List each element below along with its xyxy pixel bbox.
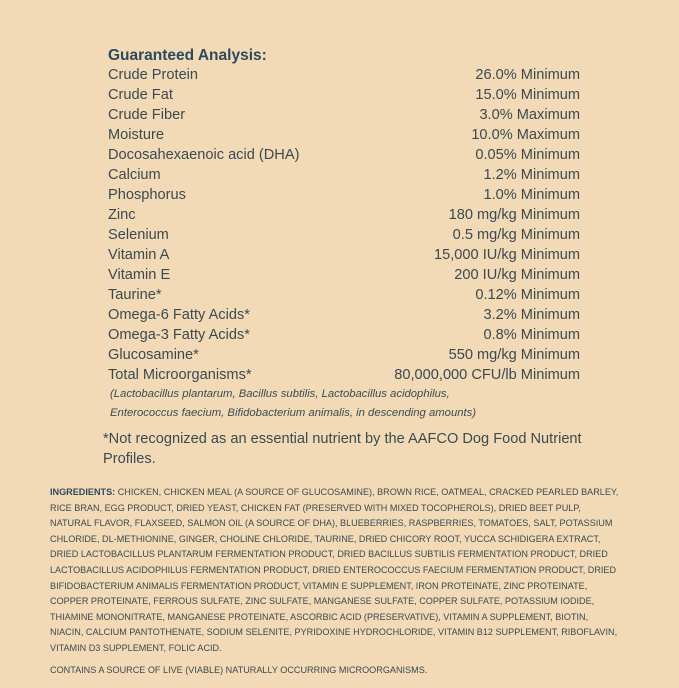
analysis-row: Total Microorganisms* 80,000,000 CFU/lb M…: [108, 365, 580, 385]
nutrient-value: 0.8% Minimum: [483, 327, 580, 343]
analysis-row: Calcium 1.2% Minimum: [108, 165, 580, 185]
nutrient-value: 0.5 mg/kg Minimum: [452, 227, 580, 243]
nutrient-value: 3.2% Minimum: [483, 307, 580, 323]
nutrient-value: 10.0% Maximum: [471, 127, 580, 143]
live-microorganisms-statement: CONTAINS A SOURCE OF LIVE (VIABLE) NATUR…: [50, 664, 428, 675]
analysis-row: Phosphorus 1.0% Minimum: [108, 185, 580, 205]
ingredients-text: CHICKEN, CHICKEN MEAL (A SOURCE OF GLUCO…: [50, 487, 619, 653]
analysis-row: Zinc 180 mg/kg Minimum: [108, 205, 580, 225]
nutrient-name: Omega-6 Fatty Acids*: [108, 307, 250, 323]
guaranteed-analysis-title: Guaranteed Analysis:: [108, 47, 267, 64]
nutrient-name: Crude Fiber: [108, 107, 186, 123]
nutrient-value: 180 mg/kg Minimum: [448, 207, 580, 223]
analysis-row: Taurine* 0.12% Minimum: [108, 285, 580, 305]
analysis-row: Docosahexaenoic acid (DHA) 0.05% Minimum: [108, 145, 580, 165]
nutrient-name: Crude Fat: [108, 87, 173, 103]
nutrient-value: 1.2% Minimum: [483, 167, 580, 183]
nutrient-value: 15,000 IU/kg Minimum: [434, 247, 580, 263]
nutrient-name: Vitamin A: [108, 247, 170, 263]
guaranteed-analysis: Guaranteed Analysis: Crude Protein 26.0% …: [108, 45, 580, 423]
nutrient-name: Total Microorganisms*: [108, 367, 252, 383]
analysis-row: Crude Fiber 3.0% Maximum: [108, 105, 580, 125]
nutrient-name: Calcium: [108, 167, 161, 183]
nutrient-value: 80,000,000 CFU/lb Minimum: [394, 367, 580, 383]
nutrient-name: Moisture: [108, 127, 164, 143]
nutrient-name: Docosahexaenoic acid (DHA): [108, 147, 300, 163]
analysis-row: Glucosamine* 550 mg/kg Minimum: [108, 345, 580, 365]
analysis-row: Vitamin A 15,000 IU/kg Minimum: [108, 245, 580, 265]
nutrient-value: 3.0% Maximum: [479, 107, 580, 123]
nutrient-name: Phosphorus: [108, 187, 186, 203]
nutrient-name: Crude Protein: [108, 67, 199, 83]
nutrient-value: 26.0% Minimum: [475, 67, 580, 83]
nutrient-name: Selenium: [108, 227, 169, 243]
nutrient-value: 0.12% Minimum: [475, 287, 580, 303]
analysis-row: Vitamin E 200 IU/kg Minimum: [108, 265, 580, 285]
ingredients: INGREDIENTS: CHICKEN, CHICKEN MEAL (A SO…: [50, 485, 622, 657]
analysis-table: Crude Protein 26.0% Minimum Crude Fat 15.0%…: [108, 65, 580, 385]
nutrient-value: 550 mg/kg Minimum: [448, 347, 580, 363]
analysis-row: Omega-6 Fatty Acids* 3.2% Minimum: [108, 305, 580, 325]
nutrient-value: 0.05% Minimum: [475, 147, 580, 163]
analysis-row: Omega-3 Fatty Acids* 0.8% Minimum: [108, 325, 580, 345]
ingredients-label: INGREDIENTS:: [50, 487, 116, 497]
analysis-row: Selenium 0.5 mg/kg Minimum: [108, 225, 580, 245]
aafco-note: *Not recognized as an essential nutrient…: [103, 431, 582, 467]
analysis-row: Crude Protein 26.0% Minimum: [108, 65, 580, 85]
nutrient-value: 15.0% Minimum: [475, 87, 580, 103]
nutrient-name: Zinc: [108, 207, 136, 223]
nutrient-value: 1.0% Minimum: [483, 187, 580, 203]
analysis-row: Crude Fat 15.0% Minimum: [108, 85, 580, 105]
nutrient-name: Taurine*: [108, 287, 162, 303]
nutrient-name: Vitamin E: [108, 267, 171, 283]
analysis-row: Moisture 10.0% Maximum: [108, 125, 580, 145]
nutrient-name: Glucosamine*: [108, 347, 199, 363]
nutrient-value: 200 IU/kg Minimum: [454, 267, 580, 283]
nutrient-name: Omega-3 Fatty Acids*: [108, 327, 250, 343]
microorganism-footnote-2: Enterococcus faecium, Bifidobacterium an…: [110, 407, 477, 419]
microorganism-footnote-1: (Lactobacillus plantarum, Bacillus subti…: [110, 388, 450, 400]
